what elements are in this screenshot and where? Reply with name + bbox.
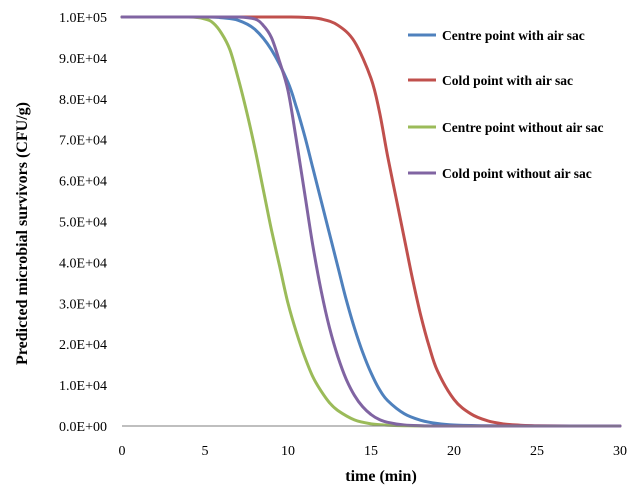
x-tick-labels: 0 5 10 15 20 25 30 — [119, 444, 628, 459]
series-line-4 — [120, 15, 622, 428]
y-tick-label: 9.0E+04 — [59, 52, 107, 67]
x-tick-label: 30 — [613, 444, 627, 459]
legend-label-4: Cold point without air sac — [442, 166, 592, 181]
y-tick-label: 7.0E+04 — [59, 134, 107, 149]
y-tick-labels: 0.0E+00 1.0E+04 2.0E+04 3.0E+04 4.0E+04 5.0E+… — [59, 11, 107, 435]
x-tick-label: 15 — [364, 444, 378, 459]
y-tick-label: 3.0E+04 — [59, 297, 107, 312]
y-tick-label: 5.0E+04 — [59, 216, 107, 231]
x-tick-label: 0 — [119, 444, 126, 459]
y-tick-label: 8.0E+04 — [59, 93, 107, 108]
x-tick-label: 5 — [202, 444, 209, 459]
legend-label-2: Cold point with air sac — [442, 73, 573, 88]
y-tick-label: 1.0E+05 — [59, 11, 107, 26]
legend: Centre point with air sac Cold point with… — [408, 28, 604, 181]
y-tick-label: 1.0E+04 — [59, 379, 107, 394]
x-tick-label: 25 — [530, 444, 544, 459]
y-axis-title: Predicted microbial survivors (CFU/g) — [14, 102, 31, 365]
x-tick-label: 10 — [281, 444, 295, 459]
legend-label-3: Centre point without air sac — [442, 120, 604, 135]
x-axis-title: time (min) — [345, 468, 417, 485]
series-line-1 — [120, 15, 622, 428]
y-tick-label: 4.0E+04 — [59, 256, 107, 271]
series-lines — [120, 15, 622, 428]
y-tick-label: 2.0E+04 — [59, 338, 107, 353]
legend-label-1: Centre point with air sac — [442, 28, 585, 43]
y-tick-label: 0.0E+00 — [59, 420, 107, 435]
series-line-2 — [120, 15, 622, 428]
y-tick-label: 6.0E+04 — [59, 175, 107, 190]
x-tick-label: 20 — [447, 444, 461, 459]
